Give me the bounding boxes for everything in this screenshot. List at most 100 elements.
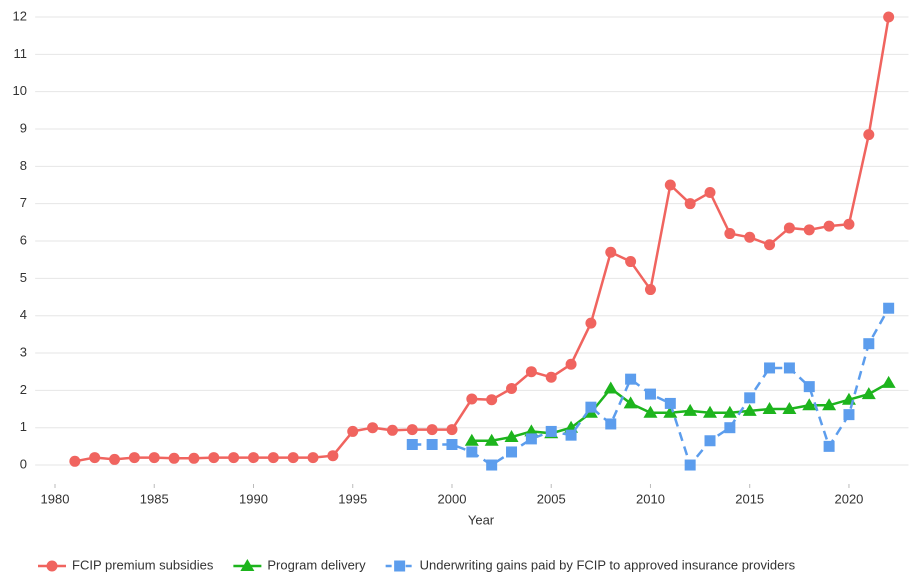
series-line <box>471 381 890 443</box>
point <box>843 409 855 421</box>
point <box>89 452 101 464</box>
point <box>466 446 478 458</box>
x-tick-label: 1985 <box>140 491 169 506</box>
point <box>684 198 696 210</box>
legend-label: FCIP premium subsidies <box>72 557 214 572</box>
point <box>486 459 498 471</box>
y-tick-label: 10 <box>13 83 27 98</box>
point <box>506 446 518 458</box>
point <box>742 403 757 416</box>
x-tick-label: 1980 <box>41 491 70 506</box>
point <box>605 418 617 430</box>
point <box>585 401 597 413</box>
x-tick-label: 2000 <box>438 491 467 506</box>
point <box>704 186 716 198</box>
point <box>188 452 200 464</box>
legend-label: Underwriting gains paid by FCIP to appro… <box>420 557 796 572</box>
point <box>764 362 776 374</box>
y-tick-label: 7 <box>20 195 27 210</box>
point <box>724 422 736 434</box>
point <box>367 422 379 434</box>
point <box>722 405 737 418</box>
point <box>881 375 896 388</box>
point <box>863 338 875 350</box>
point <box>525 433 537 445</box>
y-tick-label: 2 <box>20 382 27 397</box>
series <box>406 302 895 471</box>
point <box>426 438 438 450</box>
x-tick-label: 1995 <box>338 491 367 506</box>
legend-marker <box>240 559 255 571</box>
point <box>823 220 835 232</box>
point <box>287 452 299 464</box>
point <box>703 405 718 418</box>
point <box>464 433 479 446</box>
point <box>406 424 418 436</box>
point <box>823 440 835 452</box>
point <box>148 452 160 464</box>
point <box>168 452 180 464</box>
point <box>802 398 817 411</box>
point <box>565 429 577 441</box>
y-tick-label: 1 <box>20 419 27 434</box>
point <box>327 450 339 462</box>
point <box>683 403 698 416</box>
point <box>504 430 519 443</box>
point <box>486 394 498 406</box>
point <box>605 246 617 258</box>
point <box>861 387 876 400</box>
point <box>644 388 656 400</box>
x-tick-label: 2015 <box>735 491 764 506</box>
point <box>663 405 678 418</box>
y-tick-label: 4 <box>20 307 27 322</box>
point <box>247 452 259 464</box>
point <box>644 284 656 296</box>
point <box>783 222 795 234</box>
x-tick-label: 2020 <box>834 491 863 506</box>
series-line <box>74 16 890 463</box>
point <box>863 129 875 141</box>
point <box>406 438 418 450</box>
series <box>69 11 895 467</box>
y-tick-label: 9 <box>20 120 27 135</box>
point <box>664 179 676 191</box>
point <box>783 362 795 374</box>
point <box>484 433 499 446</box>
x-tick-label: 1990 <box>239 491 268 506</box>
point <box>347 425 359 437</box>
point <box>545 371 557 383</box>
legend: FCIP premium subsidies Program delivery Un… <box>38 557 796 572</box>
point <box>128 452 140 464</box>
point <box>625 373 637 385</box>
point <box>744 231 756 243</box>
x-axis-title: Year <box>468 512 495 527</box>
y-tick-label: 5 <box>20 270 27 285</box>
point <box>585 317 597 329</box>
point <box>267 452 279 464</box>
point <box>803 224 815 236</box>
point <box>625 256 637 268</box>
point <box>704 435 716 447</box>
y-tick-label: 11 <box>14 46 28 61</box>
x-tick-label: 2010 <box>636 491 665 506</box>
point <box>843 218 855 230</box>
point <box>307 452 319 464</box>
point <box>228 452 240 464</box>
point <box>446 438 458 450</box>
point <box>603 381 618 394</box>
point <box>506 382 518 394</box>
point <box>545 425 557 437</box>
point <box>623 396 638 409</box>
legend-label: Program delivery <box>267 557 366 572</box>
point <box>883 302 895 314</box>
point <box>208 452 220 464</box>
x-tick-label: 2005 <box>537 491 566 506</box>
point <box>883 11 895 23</box>
point <box>684 459 696 471</box>
point <box>803 381 815 393</box>
point <box>109 453 121 465</box>
y-tick-label: 12 <box>13 8 27 23</box>
point <box>764 239 776 251</box>
point <box>822 398 837 411</box>
